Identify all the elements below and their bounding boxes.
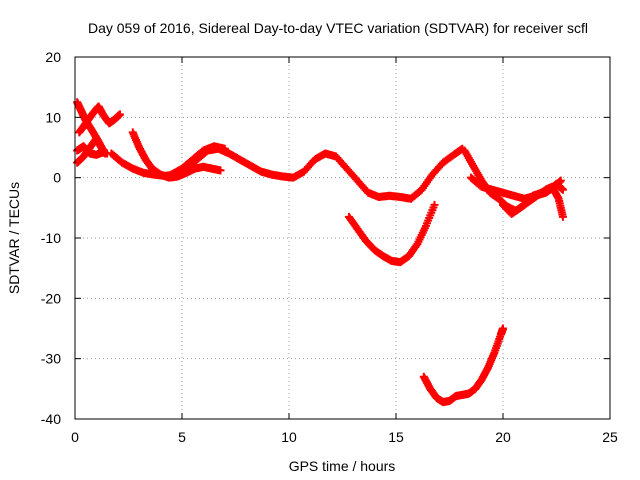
y-tick-label: -20 [41,290,61,306]
axis-tick-labels: 0 5 10 15 20 25 -40 -30 -20 -10 0 10 20 [41,49,618,445]
series-arc-7 [167,142,229,179]
grid-lines [75,57,610,419]
x-tick-label: 5 [178,429,186,445]
data-point [216,166,225,175]
x-tick-label: 25 [602,429,618,445]
y-tick-label: 20 [45,49,61,65]
x-tick-label: 15 [388,429,404,445]
series-arc-12 [499,182,567,221]
data-point [220,144,229,153]
chart-title: Day 059 of 2016, Sidereal Day-to-day VTE… [88,20,588,36]
data-point [430,200,439,209]
data-point [558,212,567,221]
x-tick-label: 10 [281,429,297,445]
y-tick-label: 10 [45,109,61,125]
x-tick-label: 0 [71,429,79,445]
y-tick-label: 0 [53,170,61,186]
series-arc-2 [75,102,124,137]
data-point [556,176,565,185]
data-point [115,110,124,119]
axis-ticks [74,56,611,420]
x-tick-label: 20 [495,429,511,445]
data-point [558,185,567,194]
data-points [73,98,567,407]
series-arc-8 [344,200,439,267]
x-axis-label: GPS time / hours [289,458,396,474]
y-tick-label: -30 [41,351,61,367]
y-axis-label: SDTVAR / TECUs [6,182,22,294]
y-tick-label: -10 [41,230,61,246]
data-point [499,324,507,333]
y-tick-label: -40 [41,411,61,427]
series-arc-9 [419,324,507,407]
